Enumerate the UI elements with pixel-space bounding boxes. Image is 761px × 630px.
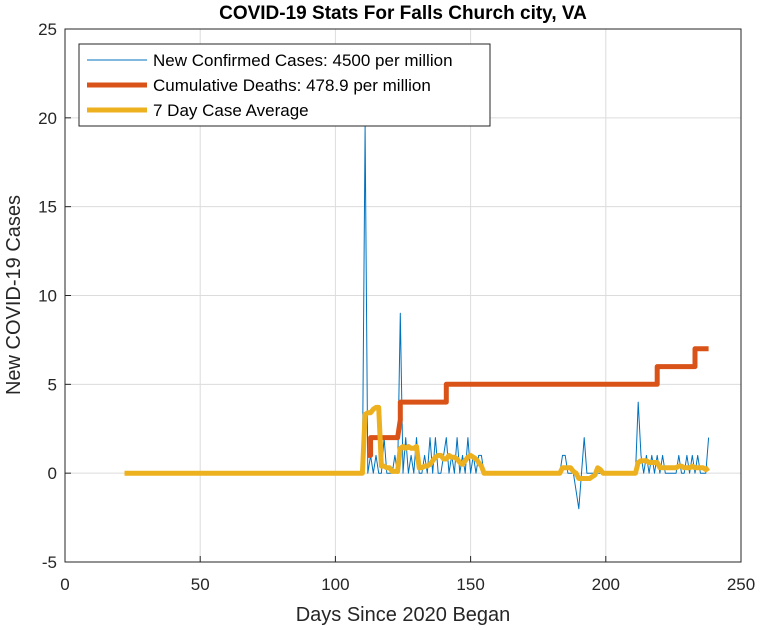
y-axis-label: New COVID-19 Cases xyxy=(3,195,25,395)
x-tick-label: 200 xyxy=(592,575,620,594)
x-tick-label: 50 xyxy=(191,575,210,594)
legend-label-deaths: Cumulative Deaths: 478.9 per million xyxy=(153,76,431,95)
legend: New Confirmed Cases: 4500 per million Cu… xyxy=(78,43,491,127)
cumulative-deaths-line xyxy=(367,346,709,458)
y-tick-label: 10 xyxy=(38,287,57,306)
y-tick-label: 20 xyxy=(38,109,57,128)
x-tick-label: 150 xyxy=(456,575,484,594)
x-tick-label: 100 xyxy=(321,575,349,594)
x-axis-label: Days Since 2020 Began xyxy=(296,604,511,626)
seven-day-average-line xyxy=(124,404,710,481)
x-tick-label: 0 xyxy=(60,575,69,594)
legend-label-average: 7 Day Case Average xyxy=(153,101,309,120)
x-tick-label: 250 xyxy=(727,575,755,594)
y-tick-label: -5 xyxy=(42,553,57,572)
y-tick-label: 25 xyxy=(38,20,57,39)
y-tick-label: 5 xyxy=(48,375,57,394)
series xyxy=(124,126,710,510)
legend-label-new-cases: New Confirmed Cases: 4500 per million xyxy=(153,51,453,70)
legend-box xyxy=(78,43,491,127)
chart-title: COVID-19 Stats For Falls Church city, VA xyxy=(219,3,587,24)
y-tick-label: 0 xyxy=(48,464,57,483)
y-tick-label: 15 xyxy=(38,198,57,217)
